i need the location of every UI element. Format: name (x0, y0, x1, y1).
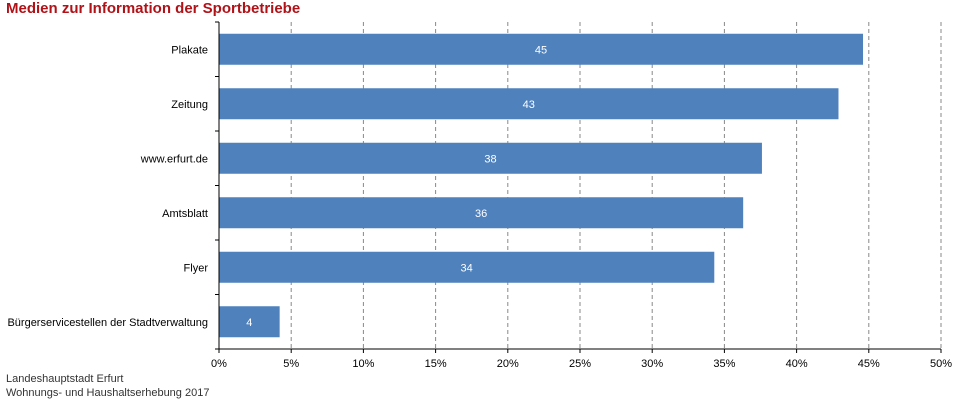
x-tick-label-0: 0% (211, 358, 227, 370)
bar-0 (219, 33, 864, 65)
data-label-1: 43 (523, 99, 535, 111)
data-label-5: 4 (246, 317, 252, 329)
bars (219, 33, 864, 338)
bar-2 (219, 142, 762, 174)
bar-5 (219, 306, 280, 338)
bar-chart: 45 Plakate 43 Zeitung 38 www.erfurt.de 36 Amtsb… (7, 21, 952, 370)
data-label-3: 36 (475, 208, 487, 220)
category-label-5: Bürgerservicestellen der Stadtverwaltung (7, 317, 208, 329)
data-label-0: 45 (535, 44, 547, 56)
x-tick-label-30: 30% (641, 358, 663, 370)
x-tick-label-25: 25% (569, 358, 591, 370)
bar-1 (219, 88, 839, 120)
axes (215, 21, 942, 353)
labels: 45 Plakate 43 Zeitung 38 www.erfurt.de 36 Amtsb… (7, 44, 952, 370)
category-label-2: www.erfurt.de (140, 153, 208, 165)
source-note: Landeshauptstadt Erfurt Wohnungs- und Ha… (6, 372, 209, 400)
x-tick-label-40: 40% (786, 358, 808, 370)
bar-4 (219, 251, 715, 283)
category-label-3: Amtsblatt (162, 208, 208, 220)
category-label-1: Zeitung (171, 99, 208, 111)
source-line-2: Wohnungs- und Haushaltserhebung 2017 (6, 387, 210, 399)
data-label-4: 34 (461, 262, 473, 274)
x-tick-label-45: 45% (858, 358, 880, 370)
x-tick-label-5: 5% (283, 358, 299, 370)
x-tick-label-15: 15% (425, 358, 447, 370)
data-label-2: 38 (484, 153, 496, 165)
x-tick-label-10: 10% (352, 358, 374, 370)
category-label-0: Plakate (171, 44, 208, 56)
x-tick-label-35: 35% (713, 358, 735, 370)
category-label-4: Flyer (184, 262, 209, 274)
x-tick-label-50: 50% (930, 358, 952, 370)
grid-lines (290, 22, 942, 349)
x-tick-label-20: 20% (497, 358, 519, 370)
chart-title: Medien zur Information der Sportbetriebe (6, 0, 301, 17)
source-line-1: Landeshauptstadt Erfurt (6, 373, 124, 385)
bar-3 (219, 197, 744, 229)
